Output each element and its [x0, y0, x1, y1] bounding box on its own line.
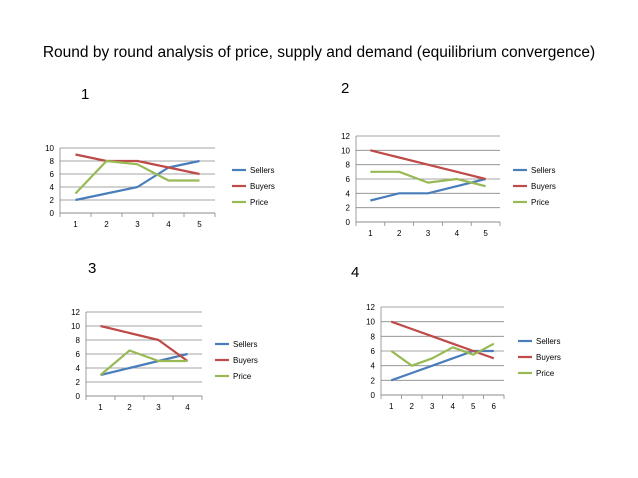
y-tick-label: 4 — [50, 183, 55, 192]
legend-label-buyers: Buyers — [536, 353, 561, 362]
y-tick-label: 6 — [50, 170, 55, 179]
y-tick-label: 4 — [346, 189, 351, 198]
x-tick-label: 5 — [483, 229, 488, 238]
legend-label-price: Price — [536, 369, 555, 378]
legend-label-sellers: Sellers — [233, 340, 257, 349]
x-tick-label: 2 — [127, 403, 132, 412]
series-line-price — [99, 349, 188, 376]
y-tick-label: 12 — [341, 132, 350, 141]
x-tick-label: 1 — [73, 220, 78, 229]
round-1-label: 1 — [81, 86, 90, 103]
y-tick-label: 8 — [371, 332, 376, 341]
y-tick-label: 12 — [366, 303, 375, 312]
x-tick-label: 3 — [426, 229, 431, 238]
y-tick-label: 8 — [76, 336, 81, 345]
y-tick-label: 12 — [71, 308, 80, 317]
y-tick-label: 4 — [371, 362, 376, 371]
series-line-buyers — [75, 153, 200, 176]
legend-label-sellers: Sellers — [250, 166, 274, 175]
y-tick-label: 2 — [371, 376, 376, 385]
x-tick-label: 4 — [166, 220, 171, 229]
y-tick-label: 0 — [371, 391, 376, 400]
x-tick-label: 5 — [197, 220, 202, 229]
x-tick-label: 1 — [389, 402, 394, 411]
round-3-label: 3 — [88, 260, 97, 277]
series-line-sellers — [390, 349, 494, 382]
y-tick-label: 2 — [50, 196, 55, 205]
x-tick-label: 2 — [397, 229, 402, 238]
y-tick-label: 10 — [341, 146, 350, 155]
x-tick-label: 3 — [430, 402, 435, 411]
legend-label-sellers: Sellers — [536, 337, 560, 346]
y-tick-label: 6 — [76, 350, 81, 359]
x-tick-label: 4 — [455, 229, 460, 238]
x-tick-label: 2 — [410, 402, 415, 411]
series-line-price — [370, 170, 486, 188]
legend-label-buyers: Buyers — [531, 182, 556, 191]
x-tick-label: 1 — [368, 229, 373, 238]
slide-title: Round by round analysis of price, supply… — [42, 44, 596, 61]
x-tick-label: 2 — [104, 220, 109, 229]
x-tick-label: 4 — [185, 403, 190, 412]
x-tick-label: 3 — [135, 220, 140, 229]
legend-label-sellers: Sellers — [531, 166, 555, 175]
y-tick-label: 2 — [346, 204, 351, 213]
round-4-label: 4 — [351, 264, 360, 281]
y-tick-label: 0 — [76, 392, 81, 401]
y-tick-label: 10 — [71, 322, 80, 331]
y-tick-label: 10 — [45, 144, 54, 153]
y-tick-label: 0 — [346, 218, 351, 227]
y-tick-label: 8 — [346, 161, 351, 170]
y-tick-label: 6 — [346, 175, 351, 184]
series-line-sellers — [75, 159, 200, 202]
x-tick-label: 3 — [156, 403, 161, 412]
y-tick-label: 0 — [50, 209, 55, 218]
legend-label-buyers: Buyers — [233, 356, 258, 365]
y-tick-label: 10 — [366, 318, 375, 327]
legend-label-price: Price — [250, 198, 269, 207]
round-2-label: 2 — [341, 80, 350, 97]
series-line-sellers — [100, 352, 188, 377]
y-tick-label: 8 — [50, 157, 55, 166]
legend-label-buyers: Buyers — [250, 182, 275, 191]
series-line-sellers — [370, 177, 486, 202]
series-line-buyers — [370, 149, 486, 181]
y-tick-label: 6 — [371, 347, 376, 356]
legend-label-price: Price — [233, 372, 252, 381]
y-tick-label: 2 — [76, 378, 81, 387]
series-line-buyers — [100, 324, 189, 362]
y-tick-label: 4 — [76, 364, 81, 373]
legend-label-price: Price — [531, 198, 550, 207]
x-tick-label: 4 — [451, 402, 456, 411]
x-tick-label: 5 — [471, 402, 476, 411]
x-tick-label: 1 — [98, 403, 103, 412]
x-tick-label: 6 — [492, 402, 497, 411]
series-line-price — [390, 342, 495, 367]
series-line-price — [74, 159, 200, 195]
